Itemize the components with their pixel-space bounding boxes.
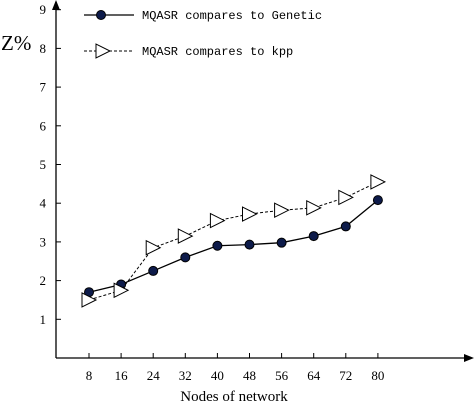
legend: MQASR compares to Genetic MQASR compares… bbox=[84, 9, 322, 59]
legend-marker-kpp bbox=[95, 43, 112, 59]
legend-marker-genetic bbox=[96, 10, 106, 20]
axes bbox=[52, 0, 474, 362]
data-point bbox=[81, 292, 98, 308]
data-point bbox=[242, 206, 258, 222]
data-point bbox=[276, 237, 287, 248]
y-axis-label: Z% bbox=[1, 31, 31, 55]
series-2 bbox=[81, 174, 387, 308]
data-point bbox=[306, 200, 322, 216]
y-tick-label: 2 bbox=[40, 273, 47, 288]
data-point bbox=[308, 231, 319, 242]
x-tick-label: 32 bbox=[179, 368, 192, 383]
x-tick-label: 8 bbox=[86, 368, 93, 383]
data-point bbox=[212, 240, 223, 251]
y-tick-label: 8 bbox=[40, 41, 47, 56]
x-tick-label: 24 bbox=[147, 368, 161, 383]
legend-label-genetic: MQASR compares to Genetic bbox=[142, 9, 322, 23]
series-1 bbox=[84, 195, 383, 298]
x-tick-label: 48 bbox=[243, 368, 256, 383]
x-axis-arrow bbox=[464, 354, 474, 362]
x-tick-label: 40 bbox=[211, 368, 224, 383]
y-tick-label: 9 bbox=[40, 2, 47, 17]
x-tick-label: 56 bbox=[275, 368, 289, 383]
x-tick-label: 64 bbox=[307, 368, 321, 383]
data-point bbox=[209, 212, 226, 229]
data-point bbox=[145, 239, 162, 256]
x-tick-label: 16 bbox=[115, 368, 129, 383]
data-point bbox=[180, 252, 191, 263]
data-point bbox=[113, 282, 130, 299]
y-ticks: 1 2 3 4 5 6 7 8 9 bbox=[40, 2, 61, 327]
data-point bbox=[370, 174, 387, 190]
y-tick-label: 5 bbox=[40, 157, 47, 172]
series-layer bbox=[81, 174, 387, 308]
data-point bbox=[340, 221, 351, 232]
x-tick-label: 72 bbox=[339, 368, 352, 383]
y-tick-label: 7 bbox=[40, 80, 47, 95]
y-tick-label: 1 bbox=[40, 312, 47, 327]
data-point bbox=[177, 228, 194, 244]
data-point bbox=[148, 265, 159, 276]
y-tick-label: 3 bbox=[40, 234, 47, 249]
y-axis-arrow bbox=[52, 0, 60, 10]
data-point bbox=[274, 202, 290, 218]
x-axis-label: Nodes of network bbox=[180, 389, 288, 403]
y-tick-label: 4 bbox=[40, 196, 47, 211]
series-line bbox=[88, 181, 379, 301]
x-tick-label: 80 bbox=[371, 368, 384, 383]
data-point bbox=[338, 189, 354, 206]
y-tick-label: 6 bbox=[40, 118, 47, 133]
legend-label-kpp: MQASR compares to kpp bbox=[142, 45, 293, 59]
series-line bbox=[88, 199, 379, 293]
data-point bbox=[372, 195, 383, 206]
data-point bbox=[244, 239, 255, 250]
x-ticks: 8 16 24 32 40 48 56 64 72 80 bbox=[86, 353, 384, 383]
